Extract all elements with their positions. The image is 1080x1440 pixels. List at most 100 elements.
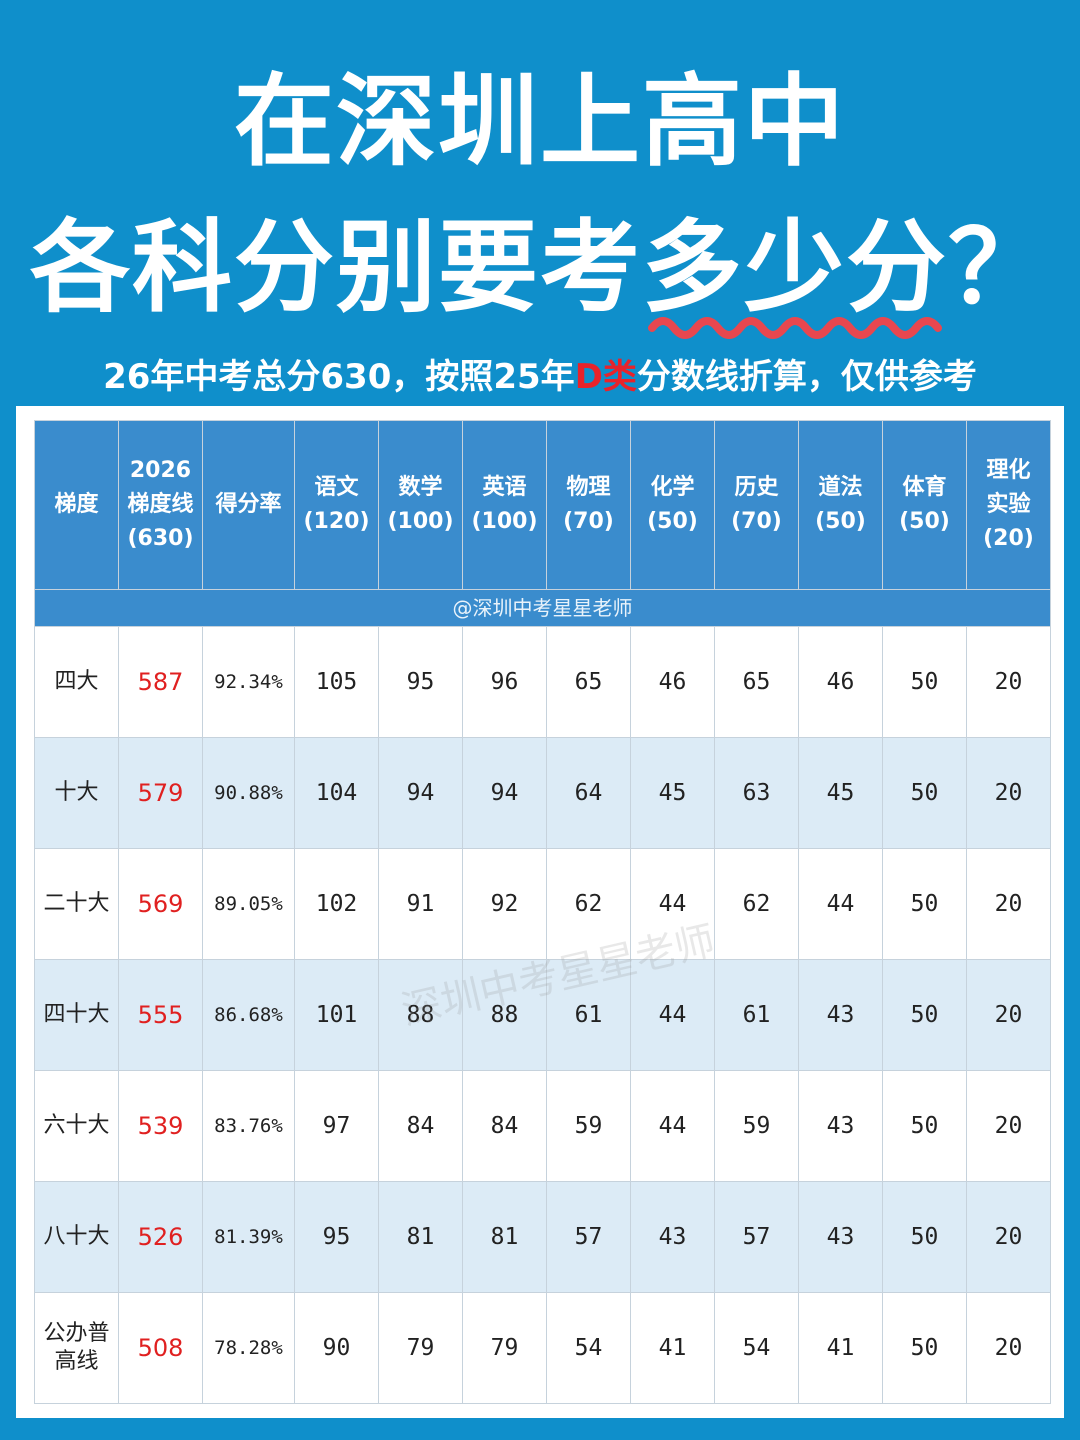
page-title-line1: 在深圳上高中 [234, 63, 846, 180]
column-header-line: 化学 [650, 475, 695, 500]
watermark-row-text: @深圳中考星星老师 [34, 589, 1051, 627]
subject-score-cell: 54 [714, 1292, 799, 1404]
score-line-cell: 539 [118, 1070, 203, 1182]
column-header-line: 2026 [129, 458, 192, 483]
subject-score-cell: 61 [546, 959, 631, 1071]
column-header-line: (50) [899, 509, 950, 534]
subject-score-cell: 94 [462, 737, 547, 849]
score-table: 梯度 2026 梯度线 (630) 得分率 语文 (120) 数学 (100) 英语 (100) 物理… [34, 420, 1051, 1404]
subject-score-cell: 94 [378, 737, 463, 849]
tier-label: 公办普 [43, 1321, 110, 1346]
score-rate-cell: 86.68% [202, 959, 295, 1071]
watermark-row: @深圳中考星星老师 [34, 589, 1051, 627]
subject-score-cell: 50 [882, 959, 967, 1071]
column-header-line: (70) [563, 509, 614, 534]
column-header: 体育 (50) [882, 420, 967, 590]
score-rate-cell: 78.28% [202, 1292, 295, 1404]
subject-score-cell: 105 [294, 626, 379, 738]
column-header-line: 数学 [398, 475, 443, 500]
score-line-cell: 508 [118, 1292, 203, 1404]
subject-score-cell: 61 [714, 959, 799, 1071]
subject-score-cell: 44 [630, 959, 715, 1071]
subject-score-cell: 20 [966, 1070, 1051, 1182]
subject-score-cell: 84 [378, 1070, 463, 1182]
tier-label: 六十大 [43, 1113, 110, 1138]
subject-score-cell: 50 [882, 1292, 967, 1404]
subject-score-cell: 41 [798, 1292, 883, 1404]
table-row: 二十大 569 89.05% 102 91 92 62 44 62 44 50 20 [34, 848, 1051, 960]
subject-score-cell: 102 [294, 848, 379, 960]
column-header: 语文 (120) [294, 420, 379, 590]
column-header-line: (50) [647, 509, 698, 534]
column-header: 化学 (50) [630, 420, 715, 590]
subject-score-cell: 43 [798, 1181, 883, 1293]
column-header-line: (100) [387, 509, 454, 534]
tier-cell: 六十大 [34, 1070, 119, 1182]
subject-score-cell: 45 [798, 737, 883, 849]
subject-score-cell: 59 [714, 1070, 799, 1182]
subject-score-cell: 79 [462, 1292, 547, 1404]
tier-label: 四大 [54, 669, 99, 694]
tier-cell: 四十大 [34, 959, 119, 1071]
score-rate-cell: 89.05% [202, 848, 295, 960]
tier-cell: 八十大 [34, 1181, 119, 1293]
column-header-line: (50) [815, 509, 866, 534]
score-rate-cell: 92.34% [202, 626, 295, 738]
subject-score-cell: 43 [630, 1181, 715, 1293]
subtitle-prefix: 26年中考总分630，按照25年 [103, 357, 575, 397]
subject-score-cell: 65 [714, 626, 799, 738]
column-header: 数学 (100) [378, 420, 463, 590]
subject-score-cell: 63 [714, 737, 799, 849]
score-line-cell: 587 [118, 626, 203, 738]
page-title-line2: 各科分别要考多少分？ [0, 208, 1080, 328]
table-row: 六十大 539 83.76% 97 84 84 59 44 59 43 50 20 [34, 1070, 1051, 1182]
column-header-line: 体育 [902, 475, 947, 500]
score-rate-cell: 81.39% [202, 1181, 295, 1293]
table-row: 八十大 526 81.39% 95 81 81 57 43 57 43 50 20 [34, 1181, 1051, 1293]
subject-score-cell: 90 [294, 1292, 379, 1404]
score-line-cell: 579 [118, 737, 203, 849]
subject-score-cell: 104 [294, 737, 379, 849]
subject-score-cell: 50 [882, 1181, 967, 1293]
subtitle-suffix: 分数线折算，仅供参考 [636, 357, 977, 397]
column-header-line: 语文 [314, 475, 359, 500]
score-line-cell: 569 [118, 848, 203, 960]
subject-score-cell: 20 [966, 848, 1051, 960]
subject-score-cell: 81 [462, 1181, 547, 1293]
subject-score-cell: 50 [882, 848, 967, 960]
tier-label: 八十大 [43, 1224, 110, 1249]
subject-score-cell: 43 [798, 1070, 883, 1182]
column-header: 物理 (70) [546, 420, 631, 590]
column-header-line: 物理 [566, 475, 611, 500]
subject-score-cell: 44 [630, 848, 715, 960]
tier-cell: 十大 [34, 737, 119, 849]
tier-label: 十大 [54, 780, 99, 805]
table-header-row: 梯度 2026 梯度线 (630) 得分率 语文 (120) 数学 (100) 英语 (100) 物理… [34, 420, 1051, 590]
subject-score-cell: 20 [966, 1292, 1051, 1404]
subject-score-cell: 62 [714, 848, 799, 960]
column-header-line: 梯度 [54, 492, 99, 517]
column-header-line: 理化 [986, 458, 1031, 483]
subject-score-cell: 43 [798, 959, 883, 1071]
subject-score-cell: 81 [378, 1181, 463, 1293]
column-header-line: (120) [303, 509, 370, 534]
table-row: 十大 579 90.88% 104 94 94 64 45 63 45 50 20 [34, 737, 1051, 849]
column-header: 道法 (50) [798, 420, 883, 590]
column-header: 理化 实验 (20) [966, 420, 1051, 590]
subject-score-cell: 62 [546, 848, 631, 960]
subject-score-cell: 96 [462, 626, 547, 738]
subject-score-cell: 64 [546, 737, 631, 849]
subject-score-cell: 50 [882, 1070, 967, 1182]
subject-score-cell: 95 [378, 626, 463, 738]
column-header-line: 梯度线 [127, 492, 194, 517]
column-header-line: 得分率 [215, 492, 282, 517]
column-header: 历史 (70) [714, 420, 799, 590]
subject-score-cell: 50 [882, 626, 967, 738]
tier-label: 高线 [54, 1349, 99, 1374]
subject-score-cell: 50 [882, 737, 967, 849]
table-row: 四十大 555 86.68% 101 88 88 61 44 61 43 50 20 [34, 959, 1051, 1071]
subject-score-cell: 44 [798, 848, 883, 960]
wavy-underline [648, 317, 942, 339]
subject-score-cell: 46 [630, 626, 715, 738]
tier-cell: 公办普 高线 [34, 1292, 119, 1404]
